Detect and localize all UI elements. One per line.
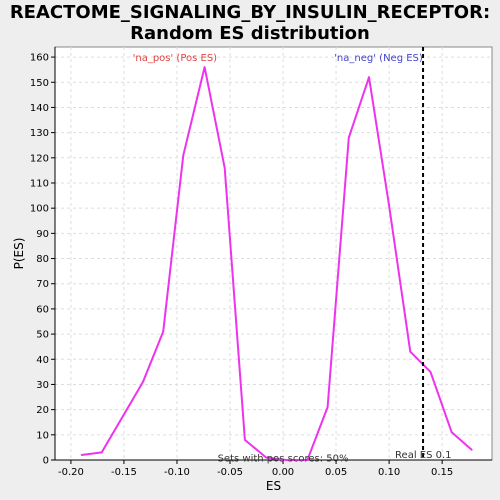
data-point [162,330,164,333]
data-point [244,439,246,441]
data-point [409,350,412,353]
y-tick-label: 130 [30,128,49,139]
x-tick-label: -0.10 [164,467,190,478]
data-point [285,459,288,461]
data-point [142,381,144,383]
y-tick-label: 70 [36,279,49,290]
data-point [203,66,206,68]
y-tick-label: 0 [43,456,49,467]
data-point [450,431,453,434]
y-tick-label: 90 [36,229,49,240]
y-tick-label: 140 [30,103,49,114]
data-point [326,406,329,408]
plot-area [54,46,493,461]
y-tick-label: 60 [36,304,49,315]
data-point [80,454,83,456]
annotations: 'na_pos' (Pos ES) 'na_neg' (Neg ES) Sets w… [133,53,423,464]
data-point [182,154,185,157]
y-axis-label: P(ES) [12,238,26,270]
data-point [100,451,103,454]
data-point [223,167,226,169]
data-point [368,76,370,79]
y-tick-label: 110 [30,178,49,189]
y-tick-label: 20 [36,405,49,416]
x-axis-label: ES [266,479,281,493]
y-tick-label: 10 [36,430,49,441]
chart-title: REACTOME_SIGNALING_BY_INSULIN_RECEPTOR: [9,2,491,23]
annotation-label: 'na_pos' (Pos ES) [133,53,218,64]
y-tick-label: 80 [36,254,49,265]
y-tick-label: 40 [36,355,49,366]
y-axis: 0 10 20 30 40 50 60 70 80 90 100 110 120 130 140 150 160 [30,47,56,467]
data-point [471,449,473,451]
data-point [265,456,267,459]
x-tick-label: -0.15 [111,467,137,478]
series-group [80,66,473,461]
y-tick-label: 160 [30,53,49,64]
annotation-label: 'na_neg' (Neg ES) [334,53,423,64]
data-point [429,371,432,373]
data-point [348,136,350,139]
data-point [306,459,309,461]
x-tick-label: 0.15 [431,467,453,478]
x-tick-label: 0.10 [378,467,400,478]
x-tick-label: 0.05 [325,467,347,478]
y-tick-label: 50 [36,330,49,341]
chart-subtitle: Random ES distribution [130,23,370,44]
real-es-label: Real ES 0.1 [395,450,451,461]
x-tick-label: -0.05 [217,467,243,478]
y-tick-label: 30 [36,380,49,391]
y-tick-label: 100 [30,204,49,215]
x-tick-label: 0.00 [272,467,294,478]
data-point [388,204,390,207]
annotation-label: Sets with pos scores: 50% [218,453,349,464]
y-tick-label: 150 [30,78,49,89]
y-tick-label: 120 [30,153,49,164]
x-axis: -0.20 -0.15 -0.10 -0.05 0.00 0.05 0.10 0.15 [55,459,492,478]
x-tick-label: -0.20 [58,467,84,478]
